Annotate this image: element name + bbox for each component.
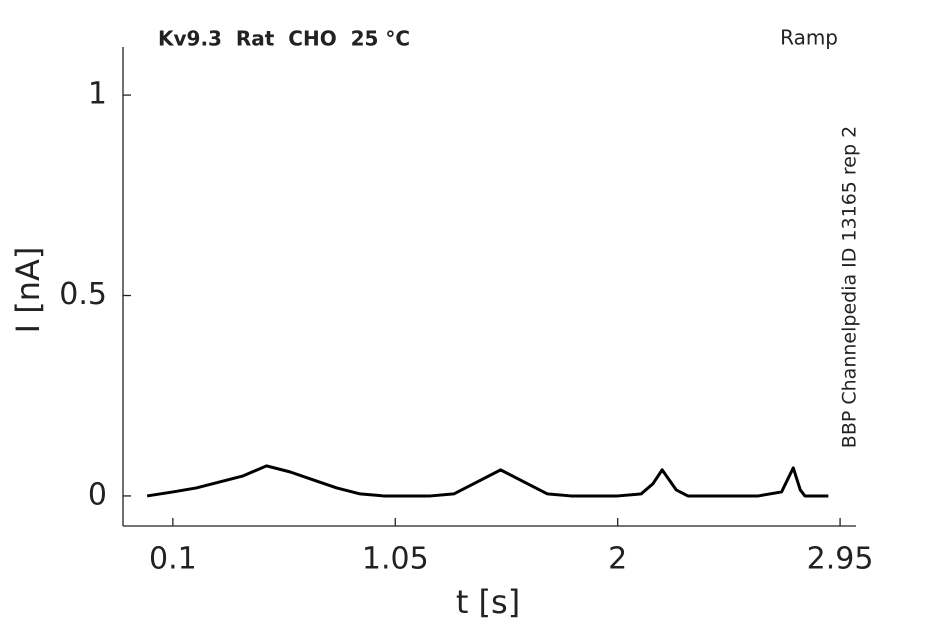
y-axis-label: I [nA] <box>9 247 47 334</box>
x-tick-label: 1.05 <box>362 542 429 577</box>
x-axis-label: t [s] <box>456 583 520 621</box>
annotation: BBP Channelpedia ID 13165 rep 2 <box>839 126 861 448</box>
chart-title: Kv9.3 Rat CHO 25 °C <box>158 27 410 51</box>
subtitle: Ramp <box>780 26 838 50</box>
y-tick-label: 1 <box>88 77 107 112</box>
x-tick-label: 2.95 <box>807 542 874 577</box>
x-tick-label: 2 <box>608 542 627 577</box>
trace <box>146 464 829 498</box>
y-tick-label: 0 <box>88 477 107 512</box>
x-tick-label: 0.1 <box>149 542 197 577</box>
y-tick-label: 0.5 <box>59 277 107 312</box>
